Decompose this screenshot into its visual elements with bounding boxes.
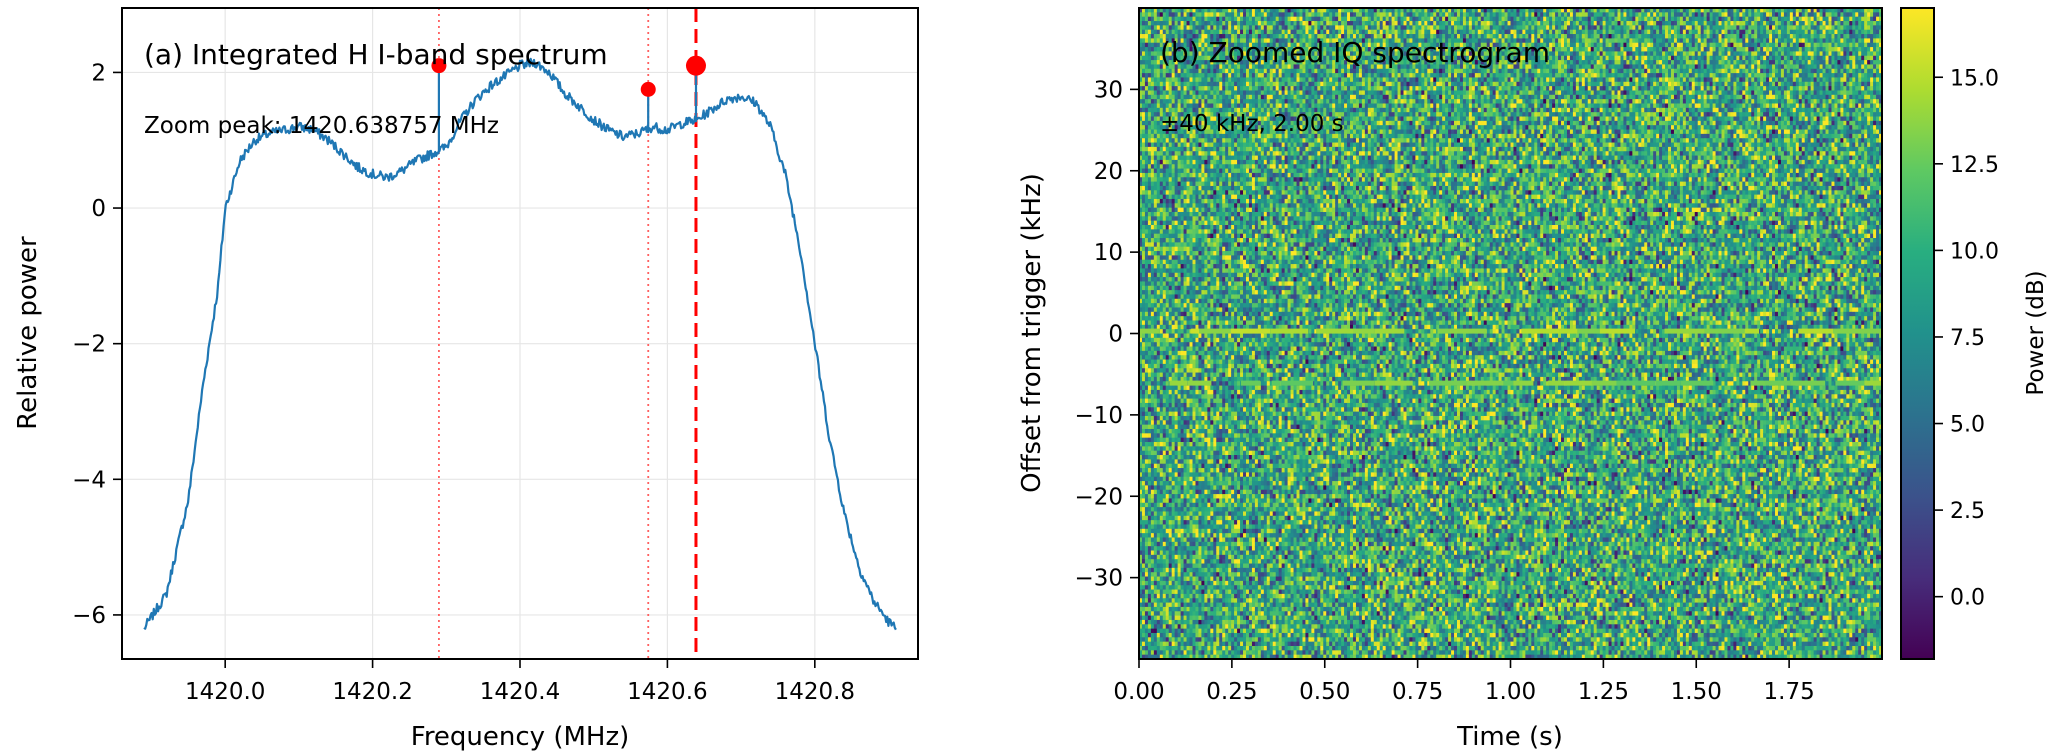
spectrum-x-tick-label: 1420.0 [185,679,265,705]
spectrum-vlines [439,8,696,659]
spectrogram-x-tick-label: 0.25 [1206,679,1257,705]
spectrogram-line-0khz [1316,329,1353,334]
spectrogram-line-0khz [1833,329,1860,334]
spectrogram-x-tick-label: 1.50 [1671,679,1722,705]
spectrogram-x-tick-label: 0.00 [1113,679,1164,705]
colorbar-label: Power (dB) [2023,270,2049,395]
spectrogram-line-minus6khz [1765,381,1791,386]
spectrogram-line-minus6khz [1750,381,1764,386]
spectrogram-line-minus6khz [1241,381,1260,386]
spectrogram-line-0khz [1521,329,1559,334]
spectrogram-line-minus6khz [1466,381,1503,386]
spectrum-y-ticks: −6 −4 −2 0 2 [72,60,122,629]
spectrogram-line-0khz [1437,329,1449,334]
spectrogram-annotation: ±40 kHz, 2.00 s [1160,111,1344,137]
spectrogram-line-0khz [1600,329,1635,334]
spectrogram-line-0khz [1745,329,1759,334]
spectrogram-line-minus6khz [1592,381,1617,386]
spectrogram-x-tick-label: 0.75 [1392,679,1443,705]
colorbar-tick-label: 5.0 [1950,413,1985,438]
spectrum-y-tick-label: 0 [91,196,106,222]
spectrogram-line-minus6khz [1513,381,1533,386]
spectrum-x-ticks: 1420.0 1420.2 1420.4 1420.6 1420.8 [185,659,855,705]
spectrum-x-tick-label: 1420.8 [775,679,855,705]
spectrogram-y-tick-label: 20 [1094,159,1123,185]
spectrogram-y-tick-label: 10 [1094,240,1123,266]
spectrogram-line-minus6khz [1504,381,1514,386]
spectrogram-line-minus6khz [1565,381,1592,386]
colorbar-tick-label: 7.5 [1950,326,1985,351]
spectrum-x-label: Frequency (MHz) [411,722,630,752]
spectrum-y-label: Relative power [13,236,43,430]
spectrogram-line-0khz [1191,329,1199,334]
spectrogram-y-label: Offset from trigger (kHz) [1017,173,1047,493]
spectrogram-line-minus6khz [1616,381,1655,386]
spectrum-y-tick-label: −4 [72,467,106,493]
spectrogram-line-0khz [1231,329,1271,334]
spectrogram-line-minus6khz [1375,381,1413,386]
spectrogram-line-minus6khz [1187,381,1211,386]
spectrogram-line-minus6khz [1790,381,1825,386]
spectrum-grid [122,8,918,659]
spectrogram-line-minus6khz [1864,381,1881,386]
spectrum-x-tick-label: 1420.4 [480,679,560,705]
colorbar-ticks: 0.0 2.5 5.0 7.5 10.0 12.5 15.0 [1934,66,1999,610]
spectrum-panel: 1420.0 1420.2 1420.4 1420.6 1420.8 −6−4−202 … [13,8,918,752]
spectrogram-x-tick-label: 0.50 [1299,679,1350,705]
spectrogram-line-0khz [1578,329,1600,334]
spectrum-title: (a) Integrated H I-band spectrum [144,38,608,71]
spectrogram-line-minus6khz [1681,381,1713,386]
spectrogram-y-tick-label: −20 [1074,484,1123,510]
spectrogram-y-tick-label: 30 [1094,77,1123,103]
spectrogram-title: (b) Zoomed IQ spectrogram [1160,36,1550,69]
spectrogram-line-0khz [1560,329,1578,334]
spectrum-y-tick-label: 2 [91,60,106,86]
spectrogram-line-0khz [1270,329,1308,334]
spectrogram-line-0khz [1139,329,1160,334]
spectrogram-line-minus6khz [1169,381,1187,386]
spectrogram-line-0khz [1353,329,1374,334]
spectrogram-x-tick-label: 1.00 [1485,679,1536,705]
spectrum-y-tick-label: −6 [72,603,106,629]
spectrogram-line-minus6khz [1343,381,1375,386]
spectrogram-y-tick-label: −10 [1074,403,1123,429]
spectrum-y-tick-label: −2 [72,332,106,358]
spectrogram-panel: 0.00 0.25 0.50 0.75 1.00 1.25 1.50 1.75 −30−20−… [1017,8,2049,752]
colorbar [1901,8,1934,659]
spectrum-x-tick-label: 1420.2 [332,679,412,705]
spectrogram-line-minus6khz [1835,381,1864,386]
spectrogram-line-0khz [1705,329,1745,334]
spectrogram-line-minus6khz [1655,381,1681,386]
spectrogram-line-0khz [1449,329,1487,334]
spectrogram-y-tick-label: 0 [1108,322,1123,348]
spectrogram-line-minus6khz [1272,381,1281,386]
colorbar-tick-label: 15.0 [1950,66,1999,91]
peak-marker [641,82,656,97]
spectrogram-x-ticks: 0.00 0.25 0.50 0.75 1.00 1.25 1.50 1.75 [1113,659,1814,705]
colorbar-tick-label: 12.5 [1950,153,1999,178]
colorbar-tick-label: 0.0 [1950,586,1985,611]
spectrogram-x-tick-label: 1.75 [1764,679,1815,705]
spectrogram-y-tick-label: −30 [1074,566,1123,592]
spectrogram-line-minus6khz [1548,381,1565,386]
spectrogram-line-0khz [1374,329,1404,334]
spectrogram-line-0khz [1199,329,1231,334]
spectrogram-line-0khz [1798,329,1833,334]
spectrogram-x-label: Time (s) [1456,722,1563,752]
spectrogram-noise [1139,8,1882,659]
spectrum-annotation: Zoom peak: 1420.638757 MHz [144,113,499,139]
spectrogram-line-minus6khz [1281,381,1313,386]
colorbar-tick-label: 10.0 [1950,239,1999,264]
colorbar-tick-label: 2.5 [1950,499,1985,524]
spectrogram-line-minus6khz [1429,381,1466,386]
spectrum-x-tick-label: 1420.6 [627,679,707,705]
spectrogram-y-ticks: −30 −20 −10 0 10 20 30 [1074,77,1139,591]
peak-marker [686,56,706,76]
spectrogram-x-tick-label: 1.25 [1578,679,1629,705]
spectrogram-line-0khz [1665,329,1705,334]
